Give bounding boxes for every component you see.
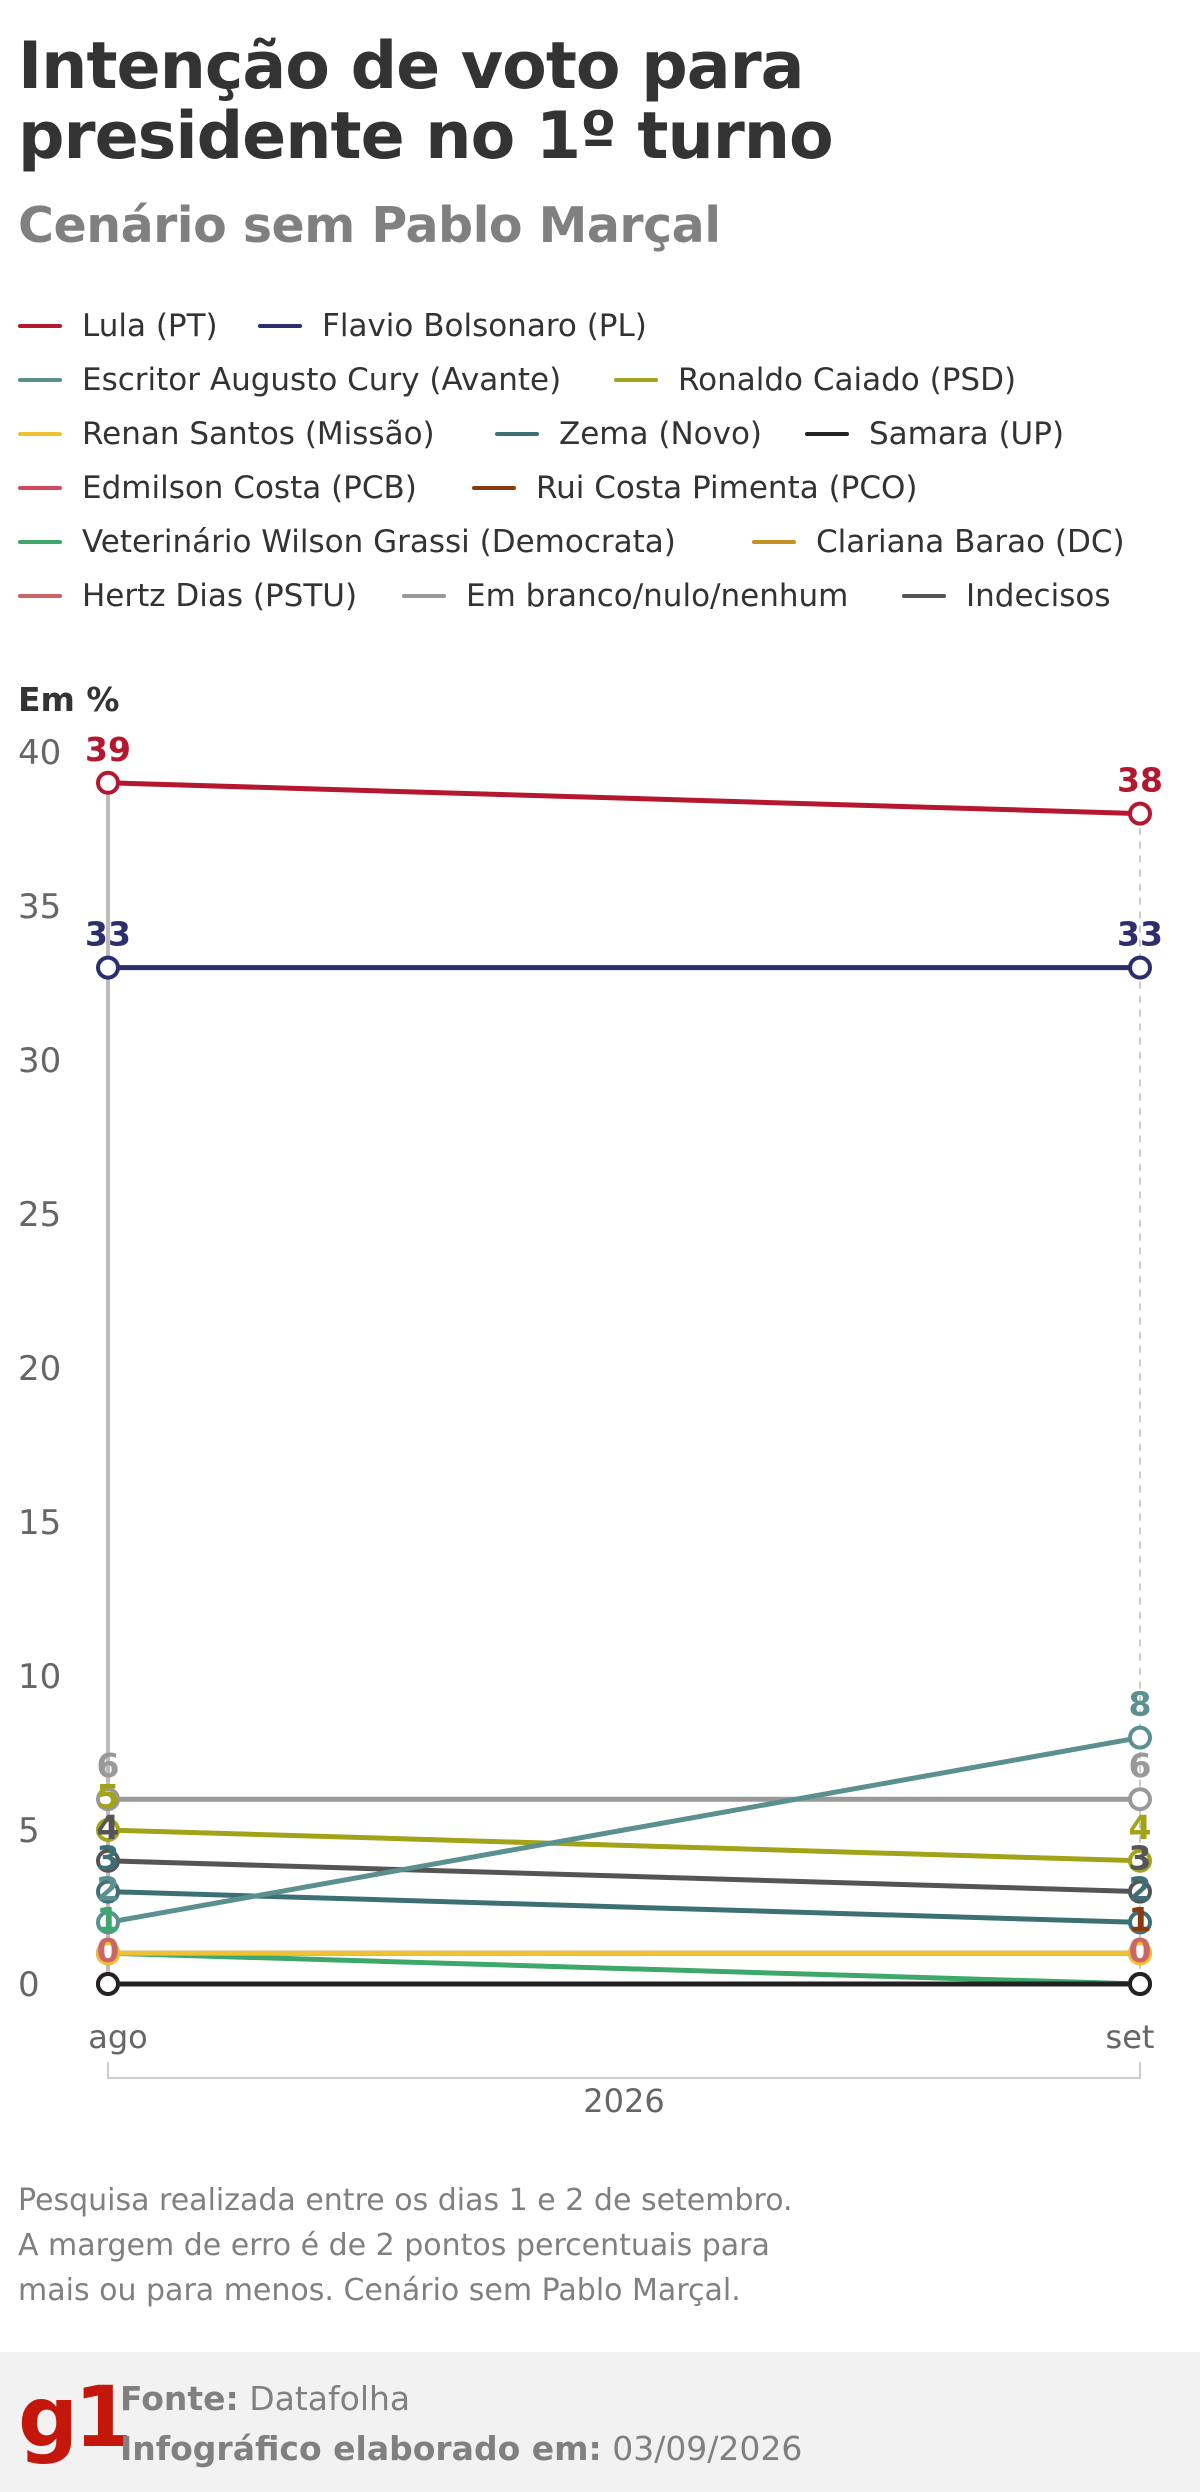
data-point <box>96 1941 120 1966</box>
data-label: 4 <box>97 1808 120 1847</box>
y-tick-label: 10 <box>18 1657 61 1697</box>
date-value: 03/09/2026 <box>612 2429 803 2468</box>
data-label: 2 <box>1129 1869 1152 1908</box>
y-tick-label: 5 <box>18 1811 40 1851</box>
data-point <box>96 1972 120 1996</box>
data-label: 5 <box>97 1777 120 1816</box>
credits: Fonte: Datafolha Infográfico elaborado e… <box>120 2374 802 2474</box>
data-point <box>96 955 120 980</box>
data-label: 0 <box>1129 1931 1152 1970</box>
source-line: Fonte: Datafolha <box>120 2374 802 2424</box>
y-tick-label: 25 <box>18 1195 61 1235</box>
series-line <box>105 1735 1143 1925</box>
note-line: Pesquisa realizada entre os dias 1 e 2 d… <box>18 2183 793 2218</box>
data-point <box>96 770 120 795</box>
data-point <box>1128 801 1152 826</box>
data-label: 6 <box>97 1746 120 1785</box>
data-label: 3 <box>1129 1839 1152 1878</box>
y-axis-label: Em % <box>18 680 120 719</box>
data-point <box>1128 1941 1152 1966</box>
methodology-note: Pesquisa realizada entre os dias 1 e 2 d… <box>18 2178 818 2313</box>
data-label: 4 <box>1129 1808 1152 1847</box>
source-value: Datafolha <box>249 2379 411 2418</box>
data-label: 8 <box>1129 1685 1152 1724</box>
data-label: 1 <box>97 1900 120 1939</box>
chart-subtitle: Cenário sem Pablo Marçal <box>18 197 721 254</box>
x-axis-label: 2026 <box>583 2082 664 2120</box>
y-tick-label: 0 <box>18 1965 40 2005</box>
data-label: 2 <box>97 1869 120 1908</box>
chart-title: Intenção de voto para presidente no 1º t… <box>18 29 834 174</box>
data-point <box>96 1879 120 1904</box>
data-point <box>96 1818 120 1842</box>
data-point <box>1128 1910 1152 1935</box>
data-label: 39 <box>85 730 131 769</box>
data-point <box>96 1787 120 1812</box>
data-label: 1 <box>1129 1900 1152 1939</box>
series-line <box>105 1827 1143 1864</box>
data-label: 38 <box>1117 761 1163 800</box>
year-bracket <box>107 2062 1141 2079</box>
series-line <box>105 780 1143 817</box>
y-tick-label: 35 <box>18 887 61 927</box>
data-point <box>1128 1848 1152 1873</box>
note-line: A margem de erro é de 2 pontos percentua… <box>18 2228 770 2263</box>
y-tick-label: 15 <box>18 1503 61 1543</box>
data-point <box>1128 1879 1152 1904</box>
series-line <box>105 1950 1143 1987</box>
source-label: Fonte: <box>120 2379 239 2418</box>
series-line <box>105 1889 1143 1925</box>
note-line: mais ou para menos. Cenário sem Pablo Ma… <box>18 2273 741 2308</box>
data-point <box>96 1848 120 1873</box>
y-tick-label: 30 <box>18 1041 61 1081</box>
data-label: 33 <box>1117 915 1163 954</box>
data-label: 33 <box>85 915 131 954</box>
data-label: 3 <box>97 1839 120 1878</box>
y-tick-label: 40 <box>18 733 61 773</box>
date-label: Infográfico elaborado em: <box>120 2429 602 2468</box>
x-tick-label: set <box>1106 2018 1155 2056</box>
data-label: 6 <box>1129 1746 1152 1785</box>
data-point <box>96 1910 120 1935</box>
data-point <box>1128 955 1152 980</box>
y-tick-label: 20 <box>18 1349 61 1389</box>
series-line <box>105 1858 1143 1895</box>
data-label: 0 <box>97 1931 120 1970</box>
x-tick-label: ago <box>88 2018 148 2056</box>
data-point <box>1128 1787 1152 1812</box>
data-point <box>1128 1972 1152 1996</box>
data-point <box>1128 1725 1152 1750</box>
date-line: Infográfico elaborado em: 03/09/2026 <box>120 2424 802 2474</box>
g1-logo[interactable]: g1 <box>18 2368 133 2466</box>
footer: g1 Fonte: Datafolha Infográfico elaborad… <box>0 2352 1200 2492</box>
